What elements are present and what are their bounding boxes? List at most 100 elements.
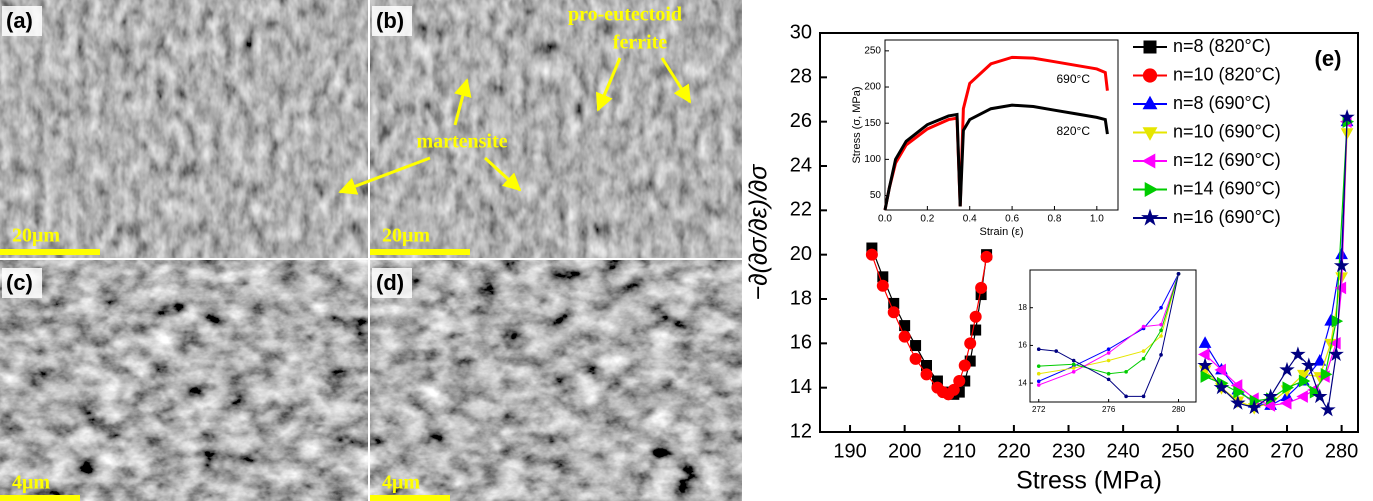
x-tick-label: 250 <box>1161 440 1194 462</box>
scale-bar <box>0 249 100 255</box>
legend-label: n=12 (690°C) <box>1173 150 1281 170</box>
y-tick-label: 100 <box>864 154 881 165</box>
legend-marker <box>1144 182 1159 197</box>
scale-bar-label: 20μm <box>12 225 60 247</box>
marker <box>1198 348 1210 361</box>
label-bg <box>2 268 42 298</box>
marker <box>1200 370 1213 383</box>
annotation: ferrite <box>613 32 668 54</box>
point <box>1036 371 1041 376</box>
marker <box>1301 357 1317 373</box>
point <box>1036 347 1041 352</box>
point <box>1159 353 1163 357</box>
point <box>1036 383 1041 387</box>
y-tick-label: 150 <box>864 118 881 129</box>
label-bg <box>372 268 412 298</box>
point <box>1106 377 1111 382</box>
y-tick-label: 12 <box>790 420 812 442</box>
marker <box>1246 399 1262 415</box>
point <box>1036 379 1041 384</box>
x-tick-label: 210 <box>943 440 976 462</box>
point <box>1159 334 1163 338</box>
series-line <box>1038 273 1180 386</box>
marker <box>887 306 900 319</box>
x-tick-label: 220 <box>997 440 1030 462</box>
annotation: martensite <box>416 131 507 153</box>
marker <box>865 248 878 261</box>
micrograph-b <box>370 0 742 258</box>
point <box>1141 356 1146 361</box>
point <box>1141 324 1146 329</box>
marker <box>1312 388 1328 404</box>
x-tick-label: 200 <box>888 440 921 462</box>
y-tick-label: 18 <box>1018 303 1027 312</box>
marker <box>1333 257 1350 273</box>
micrograph-a <box>0 0 368 258</box>
scale-bar-label: 20μm <box>382 225 430 247</box>
point <box>1106 371 1111 376</box>
marker <box>970 324 982 336</box>
legend-label: n=10 (690°C) <box>1173 121 1281 141</box>
marker <box>1331 314 1344 328</box>
marker <box>980 250 993 263</box>
x-tick-label: 230 <box>1052 440 1085 462</box>
marker <box>1296 390 1308 403</box>
x-tick-label: 0.0 <box>878 214 892 225</box>
series-line <box>883 55 1109 211</box>
y-tick-label: 18 <box>790 287 812 309</box>
y-tick-label: 50 <box>870 190 882 201</box>
legend-marker <box>1142 127 1158 141</box>
legend-marker <box>1142 68 1158 83</box>
micrograph-d <box>370 260 742 501</box>
marker <box>1214 363 1226 377</box>
y-tick-label: 20 <box>790 243 812 265</box>
x-tick-label: 272 <box>1032 405 1046 414</box>
point <box>1071 358 1076 363</box>
marker <box>1197 357 1213 373</box>
y-tick-label: 26 <box>790 110 812 132</box>
marker <box>1262 388 1279 404</box>
marker <box>1290 346 1306 361</box>
marker <box>1329 336 1341 350</box>
x-tick-label: 240 <box>1106 440 1139 462</box>
marker <box>947 383 960 396</box>
y-tick-label: 24 <box>790 154 812 176</box>
y-tick-label: 14 <box>1018 378 1027 387</box>
point <box>1071 362 1076 367</box>
curve-label: 820°C <box>1057 124 1091 138</box>
legend-label: n=8 (690°C) <box>1173 93 1271 113</box>
legend-marker <box>1141 208 1159 226</box>
panel-label: (d) <box>376 270 404 295</box>
point <box>1141 349 1146 353</box>
marker <box>953 375 966 388</box>
legend-label: n=10 (820°C) <box>1173 64 1281 84</box>
micrograph-c <box>0 260 368 501</box>
x-tick-label: 276 <box>1102 405 1116 414</box>
legend-label: n=8 (820°C) <box>1173 36 1271 56</box>
x-tick-label: 0.2 <box>920 214 934 225</box>
x-tick-label: 1.0 <box>1090 214 1104 225</box>
x-axis-label: Strain (ε) <box>979 226 1023 238</box>
label-bg <box>2 6 42 36</box>
point <box>1159 322 1163 327</box>
point <box>1124 394 1128 399</box>
series-line <box>1038 273 1180 375</box>
marker <box>1213 379 1230 395</box>
panel-label: (e) <box>1315 46 1342 71</box>
legend-marker <box>1142 95 1158 110</box>
legend-label: n=16 (690°C) <box>1173 207 1281 227</box>
y-tick-label: 200 <box>864 82 881 93</box>
series-line <box>1038 273 1180 397</box>
y-tick-label: 14 <box>790 376 812 398</box>
scale-bar <box>0 495 80 501</box>
scale-bar-label: 4μm <box>12 472 50 494</box>
y-axis-label: −∂(∂σ/∂ε)/∂σ <box>745 164 773 301</box>
point <box>1176 271 1181 276</box>
y-tick-label: 16 <box>1018 341 1027 350</box>
x-tick-label: 270 <box>1270 440 1303 462</box>
marker <box>1320 401 1336 417</box>
marker <box>920 368 933 381</box>
scale-bar <box>370 249 470 255</box>
legend-label: n=14 (690°C) <box>1173 178 1281 198</box>
plot-frame <box>1029 269 1197 403</box>
